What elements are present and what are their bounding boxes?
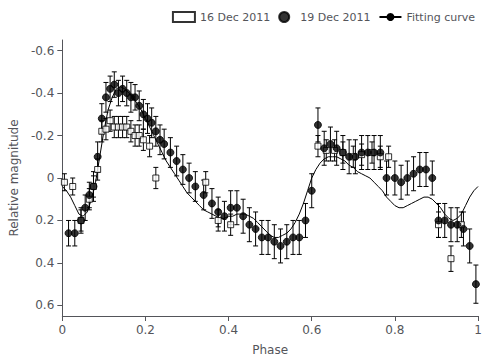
svg-text:-0.2: -0.2 — [31, 129, 54, 143]
svg-text:19 Dec 2011: 19 Dec 2011 — [300, 11, 370, 24]
svg-text:-0.6: -0.6 — [31, 44, 54, 58]
svg-text:0.6: 0.6 — [35, 298, 54, 312]
svg-text:1: 1 — [474, 323, 482, 337]
svg-text:-0.4: -0.4 — [31, 86, 54, 100]
svg-text:0.6: 0.6 — [302, 323, 321, 337]
svg-text:0.4: 0.4 — [35, 256, 54, 270]
svg-text:Fitting curve: Fitting curve — [406, 11, 475, 24]
svg-text:Phase: Phase — [252, 343, 288, 357]
svg-text:0: 0 — [47, 171, 55, 185]
svg-text:16 Dec 2011: 16 Dec 2011 — [200, 11, 270, 24]
svg-text:0.2: 0.2 — [35, 213, 54, 227]
svg-text:0.4: 0.4 — [219, 323, 238, 337]
svg-text:Relative magnitude: Relative magnitude — [7, 119, 21, 236]
svg-text:0.8: 0.8 — [385, 323, 404, 337]
svg-text:0.2: 0.2 — [136, 323, 155, 337]
svg-text:0: 0 — [58, 323, 66, 337]
